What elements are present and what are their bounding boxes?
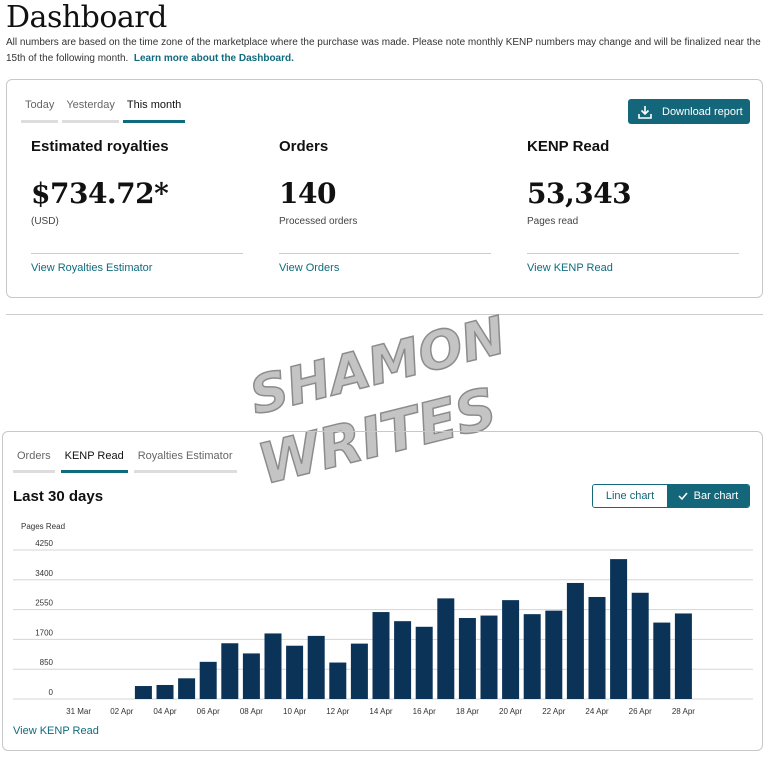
tab-royalties-estimator[interactable]: Royalties Estimator bbox=[133, 450, 237, 473]
section-divider bbox=[6, 314, 763, 315]
metric-kenp: KENP Read 53,343 Pages read View KENP Re… bbox=[527, 138, 739, 274]
bar-27-apr bbox=[653, 622, 671, 699]
bar-20-apr bbox=[502, 600, 520, 699]
y-tick-label: 3400 bbox=[35, 569, 53, 578]
bar-13-apr bbox=[350, 643, 368, 699]
download-report-button[interactable]: Download report bbox=[628, 99, 750, 124]
x-tick-label: 06 Apr bbox=[197, 707, 220, 716]
metric-value: 140 bbox=[279, 177, 336, 210]
bar-07-apr bbox=[221, 643, 239, 699]
view-orders-link[interactable]: View Orders bbox=[279, 262, 340, 274]
metric-value: $734.72* bbox=[31, 177, 169, 210]
x-tick-label: 16 Apr bbox=[413, 707, 436, 716]
metric-subtext: Pages read bbox=[527, 216, 579, 227]
bar-04-apr bbox=[156, 684, 174, 699]
download-icon bbox=[638, 105, 652, 119]
x-tick-label: 08 Apr bbox=[240, 707, 263, 716]
x-tick-label: 14 Apr bbox=[369, 707, 392, 716]
page-title: Dashboard bbox=[6, 0, 167, 35]
tab-orders[interactable]: Orders bbox=[13, 450, 55, 473]
bar-05-apr bbox=[178, 678, 196, 699]
bar-21-apr bbox=[523, 614, 541, 699]
bar-chart-label: Bar chart bbox=[693, 490, 739, 502]
download-report-label: Download report bbox=[662, 105, 743, 118]
view-royalties-estimator-link[interactable]: View Royalties Estimator bbox=[31, 262, 153, 274]
y-axis-label: Pages Read bbox=[21, 522, 65, 531]
bar-19-apr bbox=[480, 615, 498, 699]
bar-25-apr bbox=[610, 559, 628, 699]
x-tick-label: 20 Apr bbox=[499, 707, 522, 716]
bar-18-apr bbox=[458, 618, 476, 699]
view-kenp-read-link[interactable]: View KENP Read bbox=[527, 262, 613, 274]
metric-subtext: Processed orders bbox=[279, 216, 358, 227]
description-text: All numbers are based on the time zone o… bbox=[6, 37, 761, 64]
bar-10-apr bbox=[286, 645, 304, 699]
bar-14-apr bbox=[372, 612, 390, 699]
x-tick-label: 04 Apr bbox=[153, 707, 176, 716]
line-chart-button[interactable]: Line chart bbox=[593, 485, 667, 507]
bar-06-apr bbox=[199, 661, 217, 699]
view-kenp-read-chart-link[interactable]: View KENP Read bbox=[13, 725, 99, 737]
x-tick-label: 10 Apr bbox=[283, 707, 306, 716]
chart-type-toggle: Line chart Bar chart bbox=[592, 484, 750, 508]
bar-08-apr bbox=[242, 653, 260, 699]
check-icon bbox=[678, 492, 688, 500]
metric-title: Estimated royalties bbox=[31, 138, 169, 155]
report-card: Orders KENP Read Royalties Estimator Las… bbox=[2, 431, 763, 751]
x-tick-label: 22 Apr bbox=[542, 707, 565, 716]
y-tick-label: 0 bbox=[49, 688, 54, 697]
bar-09-apr bbox=[264, 633, 282, 699]
y-tick-label: 1700 bbox=[35, 628, 53, 637]
period-title: Last 30 days bbox=[13, 488, 104, 505]
tab-today[interactable]: Today bbox=[21, 99, 59, 123]
x-tick-label: 28 Apr bbox=[672, 707, 695, 716]
learn-more-link[interactable]: Learn more about the Dashboard. bbox=[133, 53, 294, 64]
divider bbox=[279, 253, 491, 254]
x-tick-label: 02 Apr bbox=[110, 707, 133, 716]
divider bbox=[527, 253, 739, 254]
metric-value: 53,343 bbox=[527, 177, 632, 210]
bar-11-apr bbox=[307, 635, 325, 699]
metric-orders: Orders 140 Processed orders View Orders bbox=[279, 138, 491, 274]
y-tick-label: 850 bbox=[40, 658, 54, 667]
bar-22-apr bbox=[545, 610, 563, 699]
y-tick-label: 2550 bbox=[35, 599, 53, 608]
report-tabs: Orders KENP Read Royalties Estimator bbox=[13, 450, 237, 473]
y-tick-label: 4250 bbox=[35, 539, 53, 548]
watermark-logo: SHAMON WRITES bbox=[250, 305, 512, 485]
bar-03-apr bbox=[134, 686, 152, 699]
dashboard-description: All numbers are based on the time zone o… bbox=[6, 35, 764, 67]
metric-title: Orders bbox=[279, 138, 329, 155]
tab-kenp-read[interactable]: KENP Read bbox=[60, 450, 128, 473]
x-tick-label: 26 Apr bbox=[629, 707, 652, 716]
period-tabs: Today Yesterday This month bbox=[21, 99, 186, 123]
x-tick-label: 24 Apr bbox=[585, 707, 608, 716]
bar-chart-button[interactable]: Bar chart bbox=[667, 485, 749, 507]
bar-28-apr bbox=[674, 613, 692, 699]
x-tick-label: 12 Apr bbox=[326, 707, 349, 716]
bar-12-apr bbox=[329, 662, 347, 699]
divider bbox=[31, 253, 243, 254]
bar-17-apr bbox=[437, 598, 455, 699]
bar-23-apr bbox=[566, 582, 584, 699]
bar-15-apr bbox=[394, 621, 412, 699]
x-tick-label: 18 Apr bbox=[456, 707, 479, 716]
metric-subtext: (USD) bbox=[31, 216, 59, 227]
kenp-bar-chart: Pages Read 0 850 1700 2550 3400 4250 31 Mar 02… bbox=[13, 522, 753, 716]
bar-16-apr bbox=[415, 626, 433, 699]
metric-title: KENP Read bbox=[527, 138, 610, 155]
tab-yesterday[interactable]: Yesterday bbox=[62, 99, 119, 123]
bar-24-apr bbox=[588, 596, 606, 699]
metric-royalties: Estimated royalties $734.72* (USD) View … bbox=[31, 138, 243, 274]
tab-this-month[interactable]: This month bbox=[122, 99, 186, 123]
x-tick-label: 31 Mar bbox=[66, 707, 91, 716]
summary-card: Today Yesterday This month Download repo… bbox=[6, 79, 763, 298]
bar-26-apr bbox=[631, 592, 649, 699]
